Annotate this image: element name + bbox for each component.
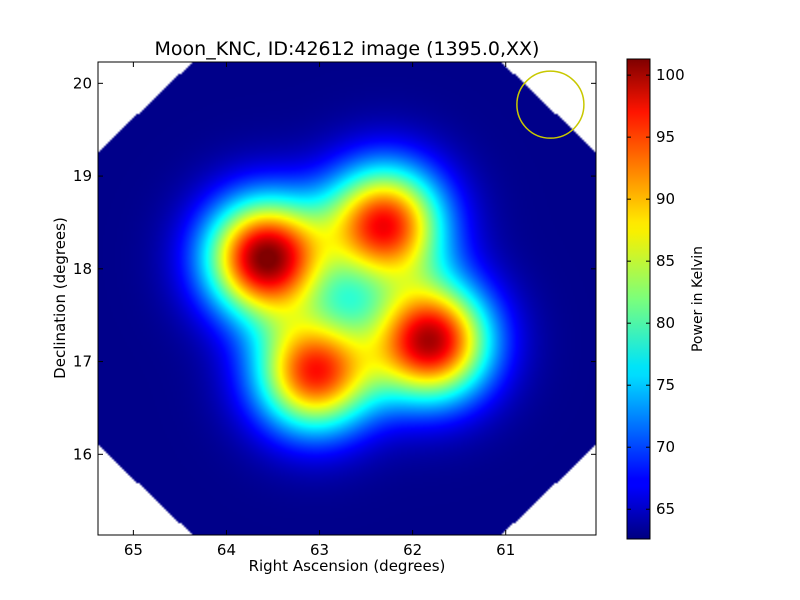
colorbar-label: Power in Kelvin — [690, 245, 706, 353]
y-axis: 16 17 18 19 20 — [73, 74, 596, 463]
beam-circle-marker — [516, 70, 585, 139]
x-tick-label: 63 — [310, 541, 329, 559]
heatmap-image — [98, 62, 596, 535]
y-tick-label: 19 — [73, 167, 92, 185]
colorbar-tick-label: 90 — [656, 190, 675, 208]
x-tick-label: 65 — [124, 541, 143, 559]
x-tick-label: 61 — [496, 541, 515, 559]
colorbar-tick-label: 80 — [656, 314, 675, 332]
x-axis: 65 64 63 62 61 — [124, 62, 515, 559]
y-tick-label: 20 — [73, 74, 92, 92]
plot-frame — [97, 61, 597, 536]
colorbar-tick-label: 65 — [656, 500, 675, 518]
colorbar-tick-label: 70 — [656, 438, 675, 456]
x-axis-label: Right Ascension (degrees) — [248, 557, 446, 575]
colorbar-frame — [626, 58, 651, 540]
chart-title: Moon_KNC, ID:42612 image (1395.0,XX) — [154, 38, 540, 60]
colorbar-tick-label: 95 — [656, 128, 675, 146]
y-tick-label: 16 — [73, 445, 92, 463]
colorbar-tick-label: 85 — [656, 252, 675, 270]
y-tick-label: 17 — [73, 353, 92, 371]
y-tick-label: 18 — [73, 260, 92, 278]
y-axis-label: Declination (degrees) — [51, 217, 69, 379]
colorbar-axis: 65 70 75 80 85 90 95 100 — [627, 66, 685, 518]
x-tick-label: 62 — [403, 541, 422, 559]
colorbar-gradient — [627, 59, 650, 539]
colorbar-tick-label: 100 — [656, 66, 685, 84]
colorbar-tick-label: 75 — [656, 376, 675, 394]
x-tick-label: 64 — [217, 541, 236, 559]
